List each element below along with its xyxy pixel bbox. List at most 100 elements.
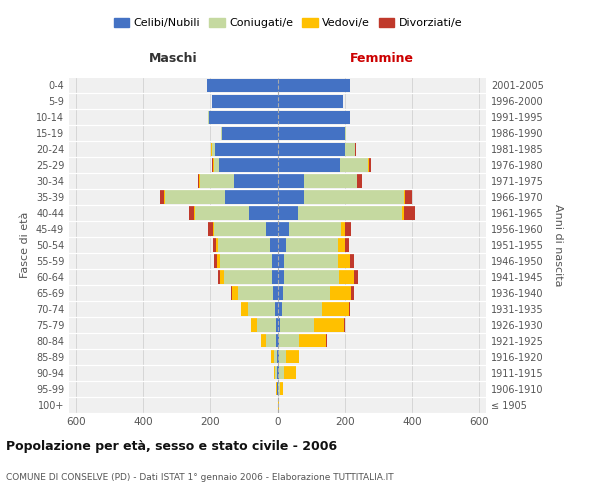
Bar	[213, 158, 214, 172]
Bar	[220, 254, 272, 268]
Bar	[284, 254, 338, 268]
Bar	[221, 126, 222, 140]
Bar	[322, 302, 349, 316]
Bar	[194, 206, 195, 220]
Bar	[286, 350, 299, 364]
Bar	[214, 254, 217, 268]
Bar	[266, 222, 277, 236]
Y-axis label: Fasce di età: Fasce di età	[20, 212, 30, 278]
Bar	[222, 126, 277, 140]
Bar	[404, 190, 405, 204]
Bar	[279, 350, 286, 364]
Bar	[369, 158, 371, 172]
Bar	[352, 286, 354, 300]
Bar	[248, 302, 275, 316]
Bar	[345, 126, 346, 140]
Bar	[214, 222, 266, 236]
Bar	[276, 318, 277, 332]
Bar	[289, 222, 341, 236]
Text: Maschi: Maschi	[149, 52, 197, 64]
Bar	[214, 158, 218, 172]
Bar	[232, 286, 238, 300]
Bar	[212, 142, 215, 156]
Text: Femmine: Femmine	[350, 52, 414, 64]
Bar	[344, 318, 346, 332]
Bar	[345, 238, 349, 252]
Bar	[314, 318, 344, 332]
Bar	[304, 174, 356, 188]
Bar	[280, 318, 314, 332]
Bar	[275, 302, 277, 316]
Bar	[341, 222, 345, 236]
Bar	[218, 238, 270, 252]
Bar	[277, 350, 279, 364]
Bar	[217, 254, 220, 268]
Bar	[338, 238, 345, 252]
Bar	[220, 270, 224, 283]
Bar	[284, 270, 339, 283]
Bar	[277, 158, 340, 172]
Bar	[284, 366, 296, 380]
Bar	[279, 366, 284, 380]
Bar	[266, 334, 277, 347]
Bar	[218, 270, 220, 283]
Bar	[212, 158, 213, 172]
Bar	[208, 110, 209, 124]
Bar	[356, 174, 357, 188]
Bar	[277, 302, 281, 316]
Bar	[277, 94, 343, 108]
Bar	[272, 270, 277, 283]
Bar	[277, 142, 345, 156]
Bar	[274, 366, 275, 380]
Bar	[257, 318, 276, 332]
Bar	[280, 382, 283, 396]
Bar	[277, 126, 345, 140]
Bar	[164, 190, 165, 204]
Bar	[271, 350, 274, 364]
Bar	[357, 174, 362, 188]
Bar	[277, 190, 304, 204]
Bar	[195, 206, 249, 220]
Bar	[198, 174, 199, 188]
Bar	[160, 190, 164, 204]
Bar	[298, 206, 402, 220]
Bar	[281, 302, 322, 316]
Bar	[274, 286, 277, 300]
Text: Popolazione per età, sesso e stato civile - 2006: Popolazione per età, sesso e stato civil…	[6, 440, 337, 453]
Bar	[350, 254, 354, 268]
Bar	[279, 334, 299, 347]
Bar	[216, 238, 218, 252]
Bar	[349, 302, 350, 316]
Bar	[274, 350, 277, 364]
Bar	[283, 286, 329, 300]
Legend: Celibi/Nubili, Coniugati/e, Vedovi/e, Divorziati/e: Celibi/Nubili, Coniugati/e, Vedovi/e, Di…	[109, 13, 467, 32]
Bar	[277, 366, 279, 380]
Bar	[241, 302, 248, 316]
Bar	[165, 190, 226, 204]
Bar	[277, 110, 350, 124]
Bar	[277, 382, 278, 396]
Bar	[211, 142, 212, 156]
Bar	[212, 222, 214, 236]
Bar	[212, 94, 277, 108]
Bar	[275, 366, 277, 380]
Bar	[270, 238, 277, 252]
Bar	[199, 174, 200, 188]
Bar	[402, 206, 404, 220]
Bar	[277, 206, 298, 220]
Bar	[338, 254, 350, 268]
Bar	[231, 286, 232, 300]
Bar	[213, 238, 216, 252]
Bar	[405, 190, 412, 204]
Bar	[215, 142, 277, 156]
Bar	[226, 190, 277, 204]
Bar	[251, 318, 257, 332]
Bar	[224, 270, 272, 283]
Bar	[345, 222, 352, 236]
Bar	[209, 110, 277, 124]
Bar	[304, 190, 404, 204]
Bar	[340, 158, 368, 172]
Bar	[277, 238, 286, 252]
Bar	[277, 318, 280, 332]
Bar	[190, 206, 194, 220]
